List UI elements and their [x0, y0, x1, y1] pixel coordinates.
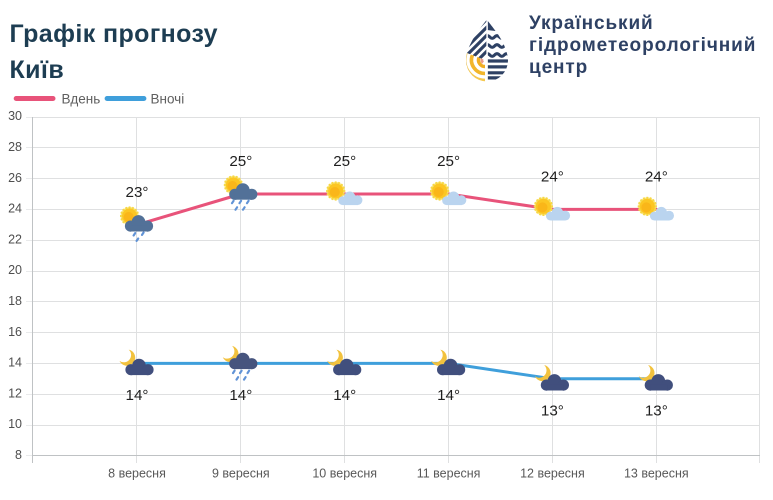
svg-text:10: 10	[8, 417, 22, 431]
svg-text:13°: 13°	[645, 403, 668, 420]
svg-text:14°: 14°	[229, 387, 252, 404]
svg-text:24°: 24°	[645, 168, 668, 185]
svg-text:22: 22	[8, 232, 22, 246]
svg-text:Вдень: Вдень	[62, 92, 101, 107]
svg-text:30: 30	[8, 109, 22, 123]
svg-text:25°: 25°	[229, 153, 252, 170]
svg-text:25°: 25°	[437, 153, 460, 170]
svg-text:14°: 14°	[126, 387, 149, 404]
svg-text:Вночі: Вночі	[151, 92, 185, 107]
svg-text:12 вересня: 12 вересня	[520, 467, 585, 481]
svg-text:14°: 14°	[333, 387, 356, 404]
svg-text:18: 18	[8, 294, 22, 308]
svg-text:8: 8	[15, 448, 22, 462]
svg-text:16: 16	[8, 325, 22, 339]
svg-text:8 вересня: 8 вересня	[108, 467, 166, 481]
svg-text:20: 20	[8, 263, 22, 277]
svg-text:14°: 14°	[437, 387, 460, 404]
svg-text:10 вересня: 10 вересня	[312, 467, 377, 481]
svg-text:9 вересня: 9 вересня	[212, 467, 270, 481]
svg-text:14: 14	[8, 356, 22, 370]
svg-text:24: 24	[8, 202, 22, 216]
svg-text:25°: 25°	[333, 153, 356, 170]
svg-text:24°: 24°	[541, 168, 564, 185]
svg-text:23°: 23°	[126, 184, 149, 201]
svg-text:13 вересня: 13 вересня	[624, 467, 689, 481]
svg-text:13°: 13°	[541, 403, 564, 420]
svg-text:11 вересня: 11 вересня	[417, 467, 481, 481]
svg-text:28: 28	[8, 140, 22, 154]
svg-text:12: 12	[8, 386, 22, 400]
svg-text:26: 26	[8, 171, 22, 185]
